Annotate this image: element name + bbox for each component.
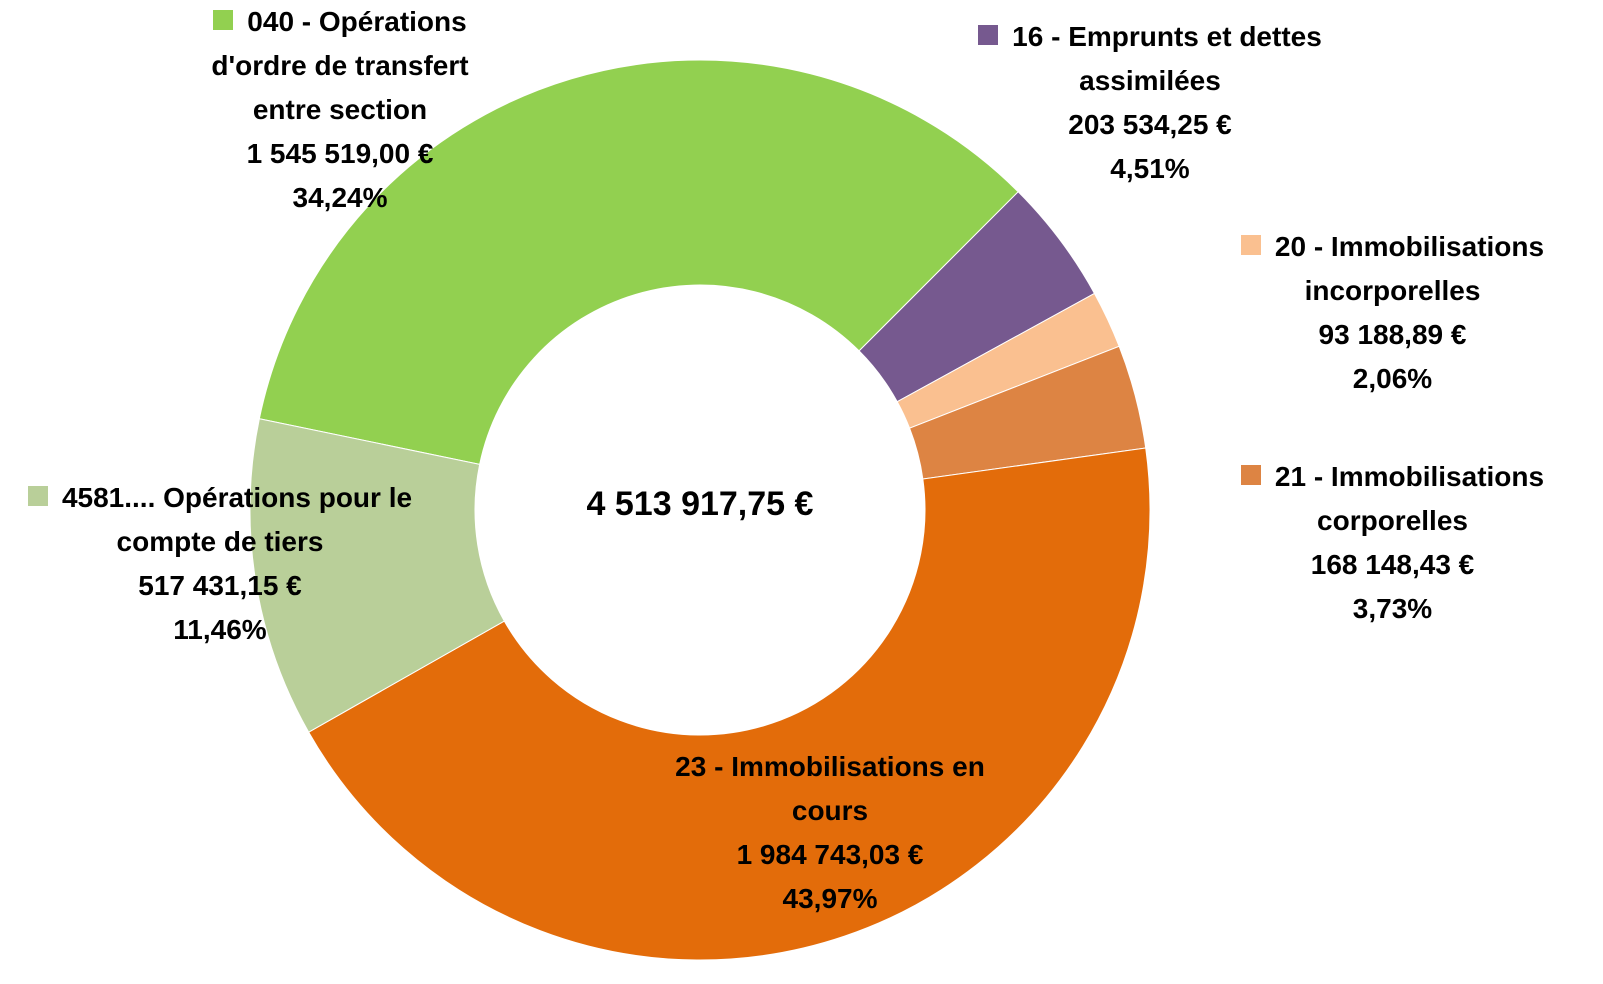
legend-key <box>213 10 234 30</box>
slice <box>258 59 1019 465</box>
percent-label: 43,97% <box>782 883 878 914</box>
category-name: 23 - Immobilisations en cours <box>675 751 985 826</box>
legend-key <box>1240 465 1261 485</box>
percent-label: 3,73% <box>1352 593 1433 624</box>
value-label: 93 188,89 € <box>1318 319 1467 350</box>
slice <box>307 447 1151 961</box>
percent-label: 34,24% <box>292 182 388 213</box>
label-name: 23 - Immobilisations en cours <box>640 745 1020 833</box>
center-total: 4 513 917,75 € <box>586 485 814 523</box>
percent-label: 11,46% <box>173 614 267 645</box>
value-label: 168 148,43 € <box>1310 549 1475 580</box>
value-label: 1 984 743,03 € <box>736 839 924 870</box>
data-label: 040 - Opérations d'ordre de transfert en… <box>175 0 505 220</box>
data-label: 23 - Immobilisations en cours 1 984 743,0… <box>640 745 1020 921</box>
percent-label: 4,51% <box>1110 153 1190 184</box>
data-label: 16 - Emprunts et dettes assimilées 203 53… <box>940 15 1360 191</box>
value-label: 517 431,15 € <box>138 570 302 601</box>
category-name: 16 - Emprunts et dettes assimilées <box>1012 21 1322 96</box>
legend-key <box>27 486 48 506</box>
data-label: 21 - Immobilisations corporelles 168 148,… <box>1220 455 1565 631</box>
data-label: 20 - Immobilisations incorporelles 93 188… <box>1220 225 1565 401</box>
slice <box>249 418 506 733</box>
value-label: 1 545 519,00 € <box>246 138 434 169</box>
percent-label: 2,06% <box>1352 363 1433 394</box>
label-name: 20 - Immobilisations incorporelles <box>1220 225 1565 313</box>
value-label: 203 534,25 € <box>1068 109 1232 140</box>
category-name: 21 - Immobilisations corporelles <box>1274 461 1545 536</box>
data-label: 4581.... Opérations pour le compte de ti… <box>10 476 430 652</box>
label-name: 4581.... Opérations pour le compte de ti… <box>10 476 430 564</box>
legend-key <box>1240 235 1261 255</box>
category-name: 20 - Immobilisations incorporelles <box>1274 231 1545 306</box>
legend-key <box>978 25 999 45</box>
label-name: 16 - Emprunts et dettes assimilées <box>940 15 1360 103</box>
label-name: 040 - Opérations d'ordre de transfert en… <box>175 0 505 132</box>
label-name: 21 - Immobilisations corporelles <box>1220 455 1565 543</box>
category-name: 040 - Opérations d'ordre de transfert en… <box>211 6 469 125</box>
category-name: 4581.... Opérations pour le compte de ti… <box>61 482 413 557</box>
